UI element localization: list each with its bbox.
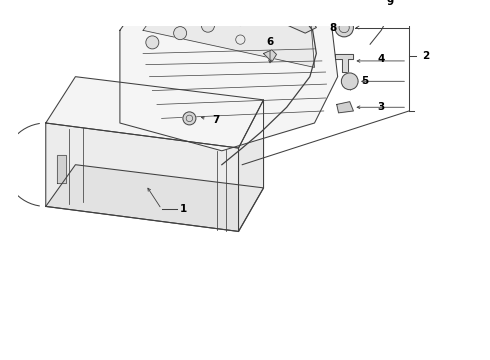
Polygon shape [46,165,264,231]
Polygon shape [46,77,264,148]
Text: 9: 9 [387,0,394,6]
Polygon shape [143,0,315,67]
Text: 8: 8 [329,23,337,32]
Polygon shape [287,5,317,33]
Polygon shape [264,50,276,62]
Circle shape [183,112,196,125]
Circle shape [169,8,182,21]
Text: 7: 7 [213,115,220,125]
Circle shape [146,36,159,49]
Text: 5: 5 [361,76,368,86]
Polygon shape [335,54,353,72]
Polygon shape [239,100,264,231]
Polygon shape [353,0,374,9]
Polygon shape [57,156,66,183]
Text: 1: 1 [180,204,187,214]
Circle shape [197,0,210,12]
Text: 4: 4 [377,54,385,64]
Polygon shape [46,123,239,231]
Circle shape [354,0,364,9]
Circle shape [173,27,187,40]
Circle shape [229,0,242,9]
Circle shape [342,73,358,90]
Circle shape [201,19,215,32]
Circle shape [335,18,353,37]
Polygon shape [120,0,338,151]
Text: 3: 3 [377,102,385,112]
Text: 2: 2 [422,51,429,61]
Text: 6: 6 [267,37,273,48]
Polygon shape [337,102,353,113]
